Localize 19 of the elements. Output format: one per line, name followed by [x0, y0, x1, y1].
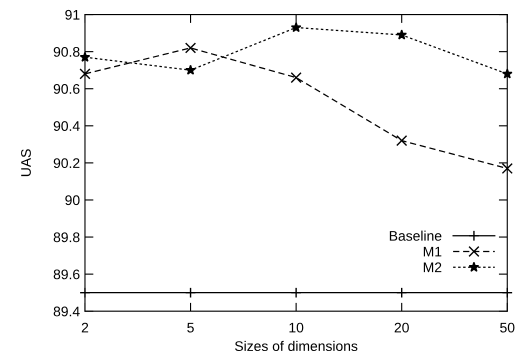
y-tick-label: 89.6	[54, 269, 80, 280]
y-tick-label: 89.4	[54, 306, 80, 316]
y-tick-label: 90.4	[54, 121, 80, 131]
y-tick-label: 91	[65, 10, 80, 20]
x-tick-label: 50	[500, 322, 514, 333]
y-axis-title: UAS	[21, 149, 31, 176]
x-axis-title: Sizes of dimensions	[235, 340, 358, 352]
y-tick-label: 90.8	[54, 46, 80, 57]
legend-label: M1	[424, 246, 442, 256]
y-tick-label: 90	[65, 195, 80, 206]
x-tick-label: 2	[82, 322, 88, 332]
x-tick-label: 20	[394, 322, 409, 333]
legend-label: M2	[424, 262, 442, 272]
x-tick-label: 10	[289, 322, 304, 333]
y-tick-label: 90.6	[54, 84, 80, 94]
legend-label: Baseline	[390, 230, 442, 241]
y-tick-label: 90.2	[54, 158, 80, 168]
x-tick-label: 5	[187, 322, 194, 333]
y-tick-label: 89.8	[54, 232, 80, 242]
